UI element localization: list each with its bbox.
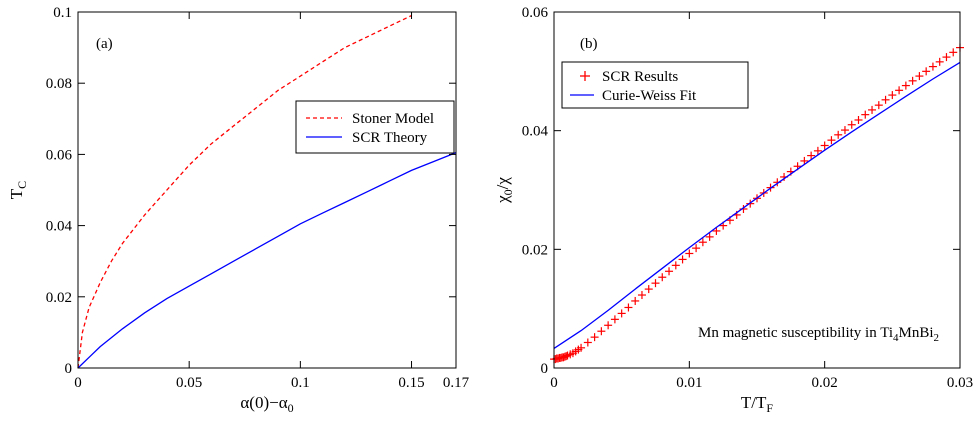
panel-a-ytick-label: 0.08 (46, 76, 72, 92)
data-point (617, 309, 626, 318)
panel-a-legend: Stoner Model SCR Theory (295, 100, 455, 154)
data-point (644, 285, 653, 294)
data-point (807, 151, 816, 160)
data-point (671, 261, 680, 270)
data-point (590, 333, 599, 342)
panel-a-xtick-label: 0.05 (176, 375, 202, 391)
series-line-curie-weiss-fit (553, 61, 961, 349)
panel-b-xlabel: T/TF (741, 393, 774, 415)
panel-b-xtick-label: 0 (550, 375, 558, 391)
legend-label-stoner: Stoner Model (352, 111, 434, 127)
data-point (712, 226, 721, 235)
data-point (665, 267, 674, 276)
panel-a-xlabel: α(0)−α0 (240, 393, 293, 415)
data-point (834, 130, 843, 139)
panel-a-xtick-label: 0.1 (291, 375, 310, 391)
panel-a-ticks: 0 0.05 0.1 0.15 0.17 0 0.02 0.04 0.06 0.08 0.1 (46, 5, 470, 391)
panel-b-curves (550, 43, 964, 364)
data-point (908, 76, 917, 85)
data-point (800, 156, 809, 165)
series-line-scr-theory (77, 151, 457, 369)
panel-b-ytick-label: 0.04 (522, 124, 549, 140)
data-point (637, 291, 646, 300)
data-point (901, 81, 910, 90)
data-point (928, 62, 937, 71)
panel-a: 0 0.05 0.1 0.15 0.17 0 0.02 0.04 0.06 0.08 0.1 (a)… (7, 5, 470, 415)
data-point (895, 86, 904, 95)
panel-b-xtick-label: 0.02 (812, 375, 838, 391)
data-point (915, 72, 924, 81)
panel-b-label: (b) (580, 36, 598, 52)
data-point (874, 101, 883, 110)
legend-label-scr-results: SCR Results (602, 69, 678, 85)
panel-b-legend: SCR Results Curie-Weiss Fit (561, 61, 749, 109)
data-point (861, 110, 870, 119)
panel-a-xtick-label: 0.17 (443, 375, 470, 391)
panel-a-curves (77, 15, 457, 369)
data-point (631, 296, 640, 305)
data-point (922, 67, 931, 76)
panel-b-frame (553, 11, 961, 369)
data-point (705, 232, 714, 241)
data-point (868, 105, 877, 114)
data-point (651, 279, 660, 288)
panel-a-xtick-label: 0 (74, 375, 82, 391)
data-point (847, 120, 856, 129)
panel-a-ytick-label: 0.02 (46, 290, 72, 306)
data-point (698, 238, 707, 247)
panel-a-xtick-label: 0.15 (398, 375, 424, 391)
panel-a-ytick-label: 0.04 (46, 219, 73, 235)
data-point (685, 249, 694, 258)
panel-a-ytick-label: 0.06 (46, 147, 73, 163)
series-line-stoner-model (77, 15, 412, 369)
panel-a-legend-box (295, 100, 455, 154)
data-point (610, 315, 619, 324)
data-point (577, 343, 586, 352)
panel-b-annotation: Mn magnetic susceptibility in Ti4MnBi2 (698, 325, 939, 344)
data-point (692, 244, 701, 253)
data-point (624, 303, 633, 312)
data-point (813, 146, 822, 155)
panel-b-ylabel: χ0/χ (493, 177, 515, 204)
data-point (949, 48, 958, 57)
panel-a-ytick-label: 0.1 (53, 5, 72, 21)
panel-a-label: (a) (96, 36, 113, 52)
data-point (888, 91, 897, 100)
legend-label-scr-theory: SCR Theory (352, 130, 428, 146)
data-point (820, 141, 829, 150)
panel-b-ytick-label: 0.02 (522, 242, 548, 258)
legend-swatch-scr-results (580, 71, 590, 81)
data-point (840, 126, 849, 135)
data-point (942, 53, 951, 62)
panel-b-xtick-label: 0.03 (947, 375, 973, 391)
panel-b-ytick-label: 0.06 (522, 5, 549, 21)
data-point (881, 95, 890, 104)
data-point (827, 136, 836, 145)
panel-a-ylabel: TC (7, 181, 29, 199)
svg-text:TC: TC (7, 181, 29, 199)
panel-b-xtick-label: 0.01 (676, 375, 702, 391)
panel-a-frame (77, 11, 457, 369)
panel-b-legend-box (561, 61, 749, 109)
panel-b-ytick-label: 0 (541, 361, 549, 377)
data-point (583, 338, 592, 347)
data-point (854, 115, 863, 124)
data-point (935, 57, 944, 66)
legend-label-curie-weiss: Curie-Weiss Fit (602, 88, 697, 104)
data-point (658, 273, 667, 282)
svg-text:χ0/χ: χ0/χ (493, 177, 515, 204)
panel-b: 0 0.01 0.02 0.03 0 0.02 0.04 0.06 (b) T/TF χ0/χ… (493, 5, 973, 415)
panel-a-ytick-label: 0 (65, 361, 73, 377)
data-point (678, 255, 687, 264)
data-point (604, 321, 613, 330)
data-point (597, 327, 606, 336)
panel-b-ticks: 0 0.01 0.02 0.03 0 0.02 0.04 0.06 (522, 5, 973, 391)
